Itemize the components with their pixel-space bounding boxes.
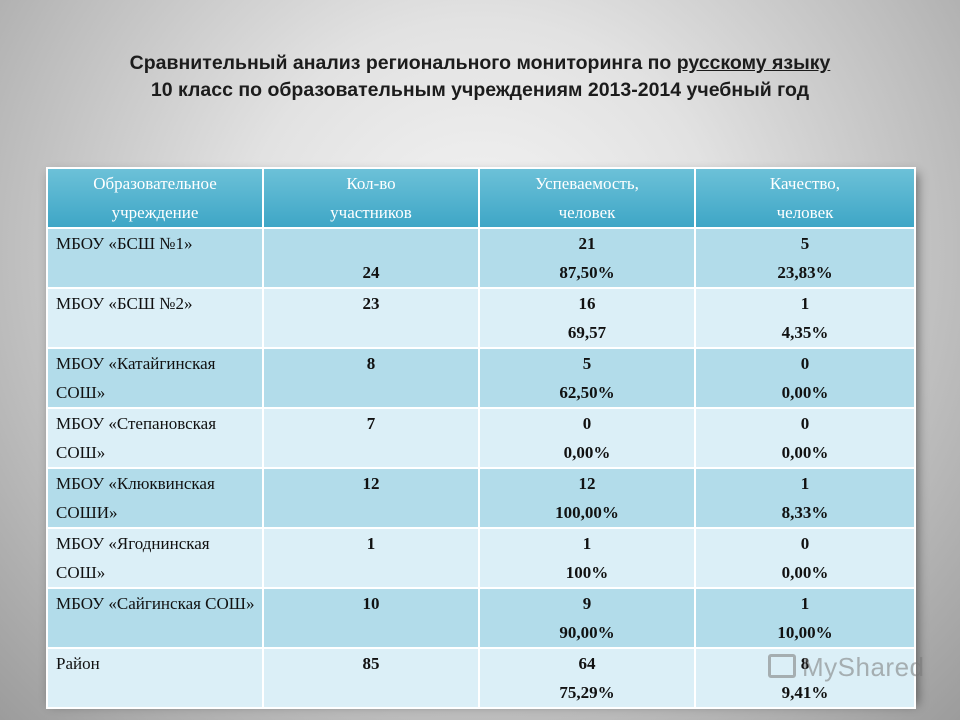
participants-count: 85 xyxy=(262,647,480,709)
quality-cell: 1 8,33% xyxy=(694,467,916,529)
participants-count: 8 xyxy=(262,347,480,409)
title-prefix: Сравнительный анализ регионального монит… xyxy=(129,52,677,74)
quality-cell: 1 4,35% xyxy=(694,287,916,349)
title-line-1: Сравнительный анализ регионального монит… xyxy=(60,50,900,77)
participants-count: 1 xyxy=(262,527,480,589)
results-table: Образовательное учреждение Кол-во участник… xyxy=(46,167,916,709)
quality-cell: 0 0,00% xyxy=(694,347,916,409)
table-row: МБОУ «БСШ №2» 23 16 69,57 1 4,35% xyxy=(46,287,916,349)
success-cell: 9 90,00% xyxy=(478,587,696,649)
success-cell: 5 62,50% xyxy=(478,347,696,409)
success-cell: 12 100,00% xyxy=(478,467,696,529)
quality-cell: 5 23,83% xyxy=(694,227,916,289)
participants-count: 12 xyxy=(262,467,480,529)
table-row: МБОУ «Катайгинская СОШ» 8 5 62,50% 0 0,00% xyxy=(46,347,916,409)
institution-name: МБОУ «Ягоднинская СОШ» xyxy=(46,527,264,589)
title-subject-link[interactable]: русскому языку xyxy=(676,52,831,74)
institution-name: Район xyxy=(46,647,264,709)
watermark-text: MyShared xyxy=(802,652,925,682)
myshared-logo-icon xyxy=(768,654,796,678)
header-quality: Качество, человек xyxy=(694,167,916,229)
participants-count: 10 xyxy=(262,587,480,649)
institution-name: МБОУ «Степановская СОШ» xyxy=(46,407,264,469)
myshared-watermark: MyShared xyxy=(768,652,925,683)
header-success: Успеваемость, человек xyxy=(478,167,696,229)
institution-name: МБОУ «БСШ №1» xyxy=(46,227,264,289)
quality-cell: 8 9,41% xyxy=(694,647,916,709)
quality-cell: 1 10,00% xyxy=(694,587,916,649)
table-row: МБОУ «Клюквинская СОШИ» 12 12 100,00% 1 8,… xyxy=(46,467,916,529)
success-cell: 21 87,50% xyxy=(478,227,696,289)
success-cell: 0 0,00% xyxy=(478,407,696,469)
institution-name: МБОУ «БСШ №2» xyxy=(46,287,264,349)
results-table-container: Образовательное учреждение Кол-во участник… xyxy=(46,167,916,709)
institution-name: МБОУ «Катайгинская СОШ» xyxy=(46,347,264,409)
quality-cell: 0 0,00% xyxy=(694,407,916,469)
institution-name: МБОУ «Клюквинская СОШИ» xyxy=(46,467,264,529)
slide-title: Сравнительный анализ регионального монит… xyxy=(60,50,900,104)
table-row: МБОУ «Ягоднинская СОШ» 1 1 100% 0 0,00% xyxy=(46,527,916,589)
quality-cell: 0 0,00% xyxy=(694,527,916,589)
table-header-row: Образовательное учреждение Кол-во участник… xyxy=(46,167,916,229)
header-institution: Образовательное учреждение xyxy=(46,167,264,229)
title-line-2: 10 класс по образовательным учреждениям … xyxy=(150,79,810,101)
participants-count: 24 xyxy=(262,227,480,289)
table-row: МБОУ «БСШ №1» 24 21 87,50% 5 23,83% xyxy=(46,227,916,289)
participants-count: 23 xyxy=(262,287,480,349)
table-row-total: Район 85 64 75,29% 8 9,41% xyxy=(46,647,916,709)
participants-count: 7 xyxy=(262,407,480,469)
success-cell: 1 100% xyxy=(478,527,696,589)
table-row: МБОУ «Сайгинская СОШ» 10 9 90,00% 1 10,00% xyxy=(46,587,916,649)
header-participants: Кол-во участников xyxy=(262,167,480,229)
institution-name: МБОУ «Сайгинская СОШ» xyxy=(46,587,264,649)
table-row: МБОУ «Степановская СОШ» 7 0 0,00% 0 0,00% xyxy=(46,407,916,469)
success-cell: 16 69,57 xyxy=(478,287,696,349)
success-cell: 64 75,29% xyxy=(478,647,696,709)
